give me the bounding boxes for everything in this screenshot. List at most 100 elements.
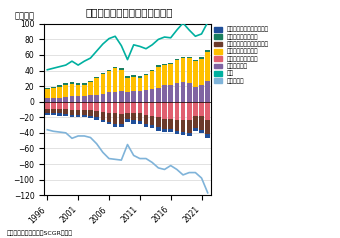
Bar — [193, 128, 198, 131]
Bar — [193, 116, 198, 128]
Bar — [125, 78, 130, 92]
Bar — [174, 83, 179, 102]
Bar — [113, 102, 118, 113]
Bar — [144, 124, 148, 127]
Bar — [88, 102, 93, 110]
Bar — [174, 59, 179, 60]
Bar — [119, 70, 124, 91]
Bar — [64, 83, 68, 84]
Bar — [156, 67, 161, 88]
Bar — [137, 76, 142, 78]
Bar — [45, 88, 50, 89]
Bar — [88, 82, 93, 95]
Bar — [187, 83, 191, 102]
Bar — [88, 95, 93, 102]
Bar — [137, 113, 142, 121]
Bar — [137, 78, 142, 91]
Bar — [205, 50, 210, 52]
Bar — [76, 115, 81, 117]
Bar — [82, 83, 87, 84]
Bar — [168, 119, 173, 129]
Bar — [137, 121, 142, 124]
Bar — [94, 78, 99, 95]
Bar — [45, 109, 50, 113]
Bar — [64, 114, 68, 116]
Bar — [137, 91, 142, 102]
Bar — [144, 75, 148, 90]
Bar — [187, 102, 191, 120]
Bar — [70, 84, 74, 96]
Bar — [76, 83, 81, 84]
Bar — [51, 87, 56, 89]
Bar — [187, 133, 191, 136]
Bar — [181, 58, 185, 82]
Bar — [199, 59, 204, 85]
Bar — [125, 102, 130, 113]
Bar — [199, 57, 204, 59]
Bar — [168, 64, 173, 84]
Bar — [150, 116, 154, 125]
Bar — [107, 70, 111, 71]
Bar — [168, 84, 173, 102]
Bar — [113, 124, 118, 127]
Bar — [162, 64, 167, 65]
Bar — [187, 120, 191, 133]
Bar — [193, 61, 198, 87]
Bar — [70, 82, 74, 84]
Bar — [57, 113, 62, 116]
Bar — [57, 87, 62, 98]
Bar — [131, 75, 136, 77]
Bar — [82, 102, 87, 110]
Bar — [199, 85, 204, 102]
Bar — [82, 110, 87, 115]
Bar — [101, 74, 105, 94]
Bar — [94, 117, 99, 120]
Bar — [119, 91, 124, 102]
Bar — [51, 89, 56, 98]
Bar — [64, 109, 68, 114]
Bar — [150, 89, 154, 102]
Text: （出所：日本銀行よりSCGR作成）: （出所：日本銀行よりSCGR作成） — [7, 230, 73, 236]
Bar — [181, 120, 185, 132]
Bar — [107, 102, 111, 113]
Bar — [131, 91, 136, 102]
Bar — [82, 96, 87, 102]
Bar — [88, 116, 93, 118]
Bar — [156, 117, 161, 127]
Bar — [64, 102, 68, 109]
Bar — [45, 89, 50, 98]
Bar — [70, 102, 74, 110]
Bar — [94, 102, 99, 111]
Bar — [205, 52, 210, 81]
Bar — [156, 88, 161, 102]
Bar — [125, 76, 130, 78]
Bar — [168, 129, 173, 132]
Bar — [82, 115, 87, 117]
Y-axis label: （兆円）: （兆円） — [14, 11, 34, 20]
Bar — [101, 112, 105, 120]
Bar — [45, 102, 50, 109]
Bar — [205, 134, 210, 138]
Bar — [205, 120, 210, 134]
Bar — [144, 74, 148, 75]
Bar — [150, 70, 154, 71]
Bar — [174, 130, 179, 134]
Bar — [144, 102, 148, 115]
Bar — [101, 102, 105, 112]
Bar — [181, 132, 185, 135]
Bar — [150, 125, 154, 128]
Bar — [193, 87, 198, 102]
Bar — [57, 109, 62, 113]
Bar — [51, 102, 56, 109]
Bar — [174, 102, 179, 120]
Bar — [113, 113, 118, 124]
Bar — [162, 65, 167, 85]
Bar — [76, 84, 81, 96]
Bar — [94, 111, 99, 117]
Bar — [51, 98, 56, 102]
Bar — [70, 110, 74, 115]
Bar — [101, 73, 105, 74]
Bar — [125, 119, 130, 122]
Bar — [70, 115, 74, 117]
Bar — [107, 113, 111, 122]
